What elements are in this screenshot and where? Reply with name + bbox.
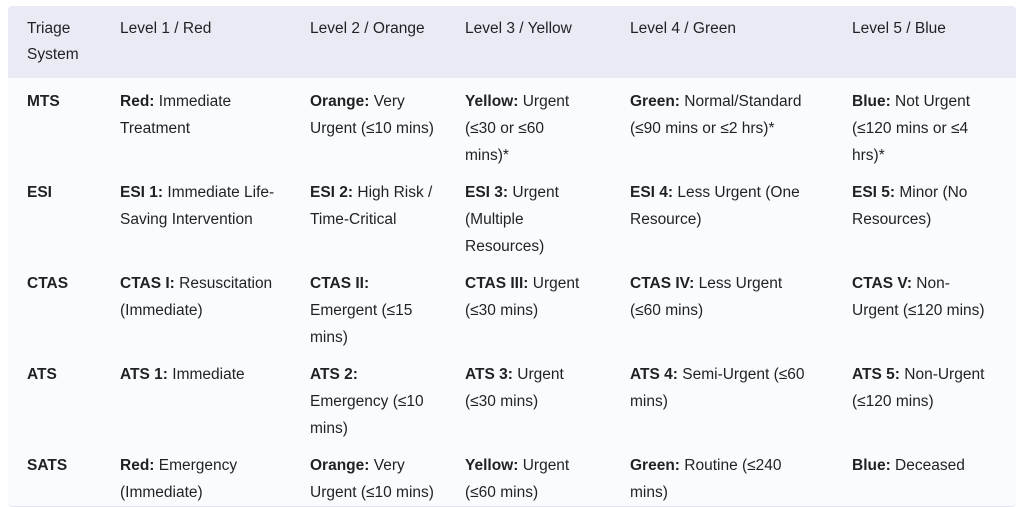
cell-term: Red: bbox=[120, 457, 155, 474]
cell-term: CTAS V: bbox=[852, 275, 912, 292]
cell-term: ESI 2: bbox=[310, 184, 354, 201]
cell-desc: Non-Urgent (≤120 mins) bbox=[852, 366, 985, 410]
cell-term: ATS 5: bbox=[852, 366, 900, 383]
cell-desc: Urgent (Multiple Resources) bbox=[465, 184, 559, 255]
cell-ats-level1: ATS 1: Immediate bbox=[120, 351, 310, 442]
column-header-level-4-green: Level 4 / Green bbox=[630, 6, 852, 78]
row-label-mts: MTS bbox=[27, 93, 60, 110]
cell-term: CTAS IV: bbox=[630, 275, 695, 292]
cell-mts-level3: Yellow: Urgent (≤30 or ≤60 mins)* bbox=[465, 78, 630, 169]
cell-sats-level2: Orange: Very Urgent (≤10 mins) bbox=[310, 442, 465, 506]
cell-desc: Emergent (≤15 mins) bbox=[310, 302, 413, 346]
cell-term: ATS 1: bbox=[120, 366, 168, 383]
cell-desc: Urgent (≤30 or ≤60 mins)* bbox=[465, 93, 570, 164]
cell-term: ATS 3: bbox=[465, 366, 513, 383]
table-header: Triage System Level 1 / Red Level 2 / Or… bbox=[8, 6, 1016, 78]
column-header-level-2-orange: Level 2 / Orange bbox=[310, 6, 465, 78]
cell-term: Blue: bbox=[852, 457, 891, 474]
cell-ctas-level4: CTAS IV: Less Urgent (≤60 mins) bbox=[630, 260, 852, 351]
cell-term: CTAS I: bbox=[120, 275, 175, 292]
cell-desc: Emergency (≤10 mins) bbox=[310, 393, 424, 437]
cell-desc: Immediate Life-Saving Intervention bbox=[120, 184, 275, 228]
cell-sats-level5: Blue: Deceased bbox=[852, 442, 1016, 506]
cell-term: Orange: bbox=[310, 457, 370, 474]
cell-sats-level4: Green: Routine (≤240 mins) bbox=[630, 442, 852, 506]
cell-term: ATS 4: bbox=[630, 366, 678, 383]
table-row-ats: ATS ATS 1: Immediate ATS 2: Emergency (≤… bbox=[8, 351, 1016, 442]
row-label-ats: ATS bbox=[27, 366, 57, 383]
cell-ats-level3: ATS 3: Urgent (≤30 mins) bbox=[465, 351, 630, 442]
cell-term: Blue: bbox=[852, 93, 891, 110]
cell-esi-level4: ESI 4: Less Urgent (One Resource) bbox=[630, 169, 852, 260]
row-label-sats: SATS bbox=[27, 457, 68, 474]
cell-desc: Less Urgent (≤60 mins) bbox=[630, 275, 783, 319]
cell-desc: Deceased bbox=[890, 457, 965, 474]
header-row: Triage System Level 1 / Red Level 2 / Or… bbox=[8, 6, 1016, 78]
cell-desc: Minor (No Resources) bbox=[852, 184, 968, 228]
cell-ctas-level1: CTAS I: Resuscitation (Immediate) bbox=[120, 260, 310, 351]
table-row-mts: MTS Red: Immediate Treatment Orange: Ver… bbox=[8, 78, 1016, 169]
cell-term: ESI 5: bbox=[852, 184, 896, 201]
cell-term: Yellow: bbox=[465, 457, 519, 474]
cell-term: Red: bbox=[120, 93, 155, 110]
cell-desc: Resuscitation (Immediate) bbox=[120, 275, 273, 319]
cell-mts-level2: Orange: Very Urgent (≤10 mins) bbox=[310, 78, 465, 169]
cell-desc: Semi-Urgent (≤60 mins) bbox=[630, 366, 805, 410]
cell-term: ESI 4: bbox=[630, 184, 674, 201]
cell-sats-level1: Red: Emergency (Immediate) bbox=[120, 442, 310, 506]
table-row-ctas: CTAS CTAS I: Resuscitation (Immediate) C… bbox=[8, 260, 1016, 351]
triage-comparison-table: Triage System Level 1 / Red Level 2 / Or… bbox=[8, 6, 1016, 506]
table-body: MTS Red: Immediate Treatment Orange: Ver… bbox=[8, 78, 1016, 506]
cell-desc: Immediate Treatment bbox=[120, 93, 232, 137]
cell-ctas-level3: CTAS III: Urgent (≤30 mins) bbox=[465, 260, 630, 351]
cell-term: Green: bbox=[630, 93, 680, 110]
cell-term: ESI 1: bbox=[120, 184, 164, 201]
cell-desc: Very Urgent (≤10 mins) bbox=[310, 93, 434, 137]
column-header-level-1-red: Level 1 / Red bbox=[120, 6, 310, 78]
cell-ctas-level5: CTAS V: Non-Urgent (≤120 mins) bbox=[852, 260, 1016, 351]
cell-term: CTAS III: bbox=[465, 275, 529, 292]
cell-term: Green: bbox=[630, 457, 680, 474]
row-label-ctas: CTAS bbox=[27, 275, 69, 292]
cell-ats-level5: ATS 5: Non-Urgent (≤120 mins) bbox=[852, 351, 1016, 442]
cell-esi-level3: ESI 3: Urgent (Multiple Resources) bbox=[465, 169, 630, 260]
row-label-esi: ESI bbox=[27, 184, 52, 201]
column-header-triage-system: Triage System bbox=[8, 6, 120, 78]
cell-mts-level1: Red: Immediate Treatment bbox=[120, 78, 310, 169]
cell-esi-level1: ESI 1: Immediate Life-Saving Interventio… bbox=[120, 169, 310, 260]
cell-term: Orange: bbox=[310, 93, 370, 110]
cell-desc: Not Urgent (≤120 mins or ≤4 hrs)* bbox=[852, 93, 971, 164]
cell-sats-level3: Yellow: Urgent (≤60 mins) bbox=[465, 442, 630, 506]
cell-desc: Normal/Standard (≤90 mins or ≤2 hrs)* bbox=[630, 93, 802, 137]
cell-term: Yellow: bbox=[465, 93, 519, 110]
cell-mts-level5: Blue: Not Urgent (≤120 mins or ≤4 hrs)* bbox=[852, 78, 1016, 169]
cell-desc: High Risk / Time-Critical bbox=[310, 184, 433, 228]
table-row-sats: SATS Red: Emergency (Immediate) Orange: … bbox=[8, 442, 1016, 506]
cell-esi-level2: ESI 2: High Risk / Time-Critical bbox=[310, 169, 465, 260]
cell-desc: Immediate bbox=[167, 366, 245, 383]
column-header-level-5-blue: Level 5 / Blue bbox=[852, 6, 1016, 78]
cell-desc: Non-Urgent (≤120 mins) bbox=[852, 275, 985, 319]
cell-term: ESI 3: bbox=[465, 184, 509, 201]
table-row-esi: ESI ESI 1: Immediate Life-Saving Interve… bbox=[8, 169, 1016, 260]
cell-mts-level4: Green: Normal/Standard (≤90 mins or ≤2 h… bbox=[630, 78, 852, 169]
cell-desc: Urgent (≤30 mins) bbox=[465, 275, 580, 319]
column-header-level-3-yellow: Level 3 / Yellow bbox=[465, 6, 630, 78]
cell-esi-level5: ESI 5: Minor (No Resources) bbox=[852, 169, 1016, 260]
cell-desc: Urgent (≤30 mins) bbox=[465, 366, 564, 410]
cell-ats-level4: ATS 4: Semi-Urgent (≤60 mins) bbox=[630, 351, 852, 442]
cell-desc: Less Urgent (One Resource) bbox=[630, 184, 800, 228]
cell-ats-level2: ATS 2: Emergency (≤10 mins) bbox=[310, 351, 465, 442]
triage-comparison-table-container: Triage System Level 1 / Red Level 2 / Or… bbox=[8, 6, 1016, 507]
cell-term: CTAS II: bbox=[310, 275, 370, 292]
cell-term: ATS 2: bbox=[310, 366, 358, 383]
cell-ctas-level2: CTAS II: Emergent (≤15 mins) bbox=[310, 260, 465, 351]
